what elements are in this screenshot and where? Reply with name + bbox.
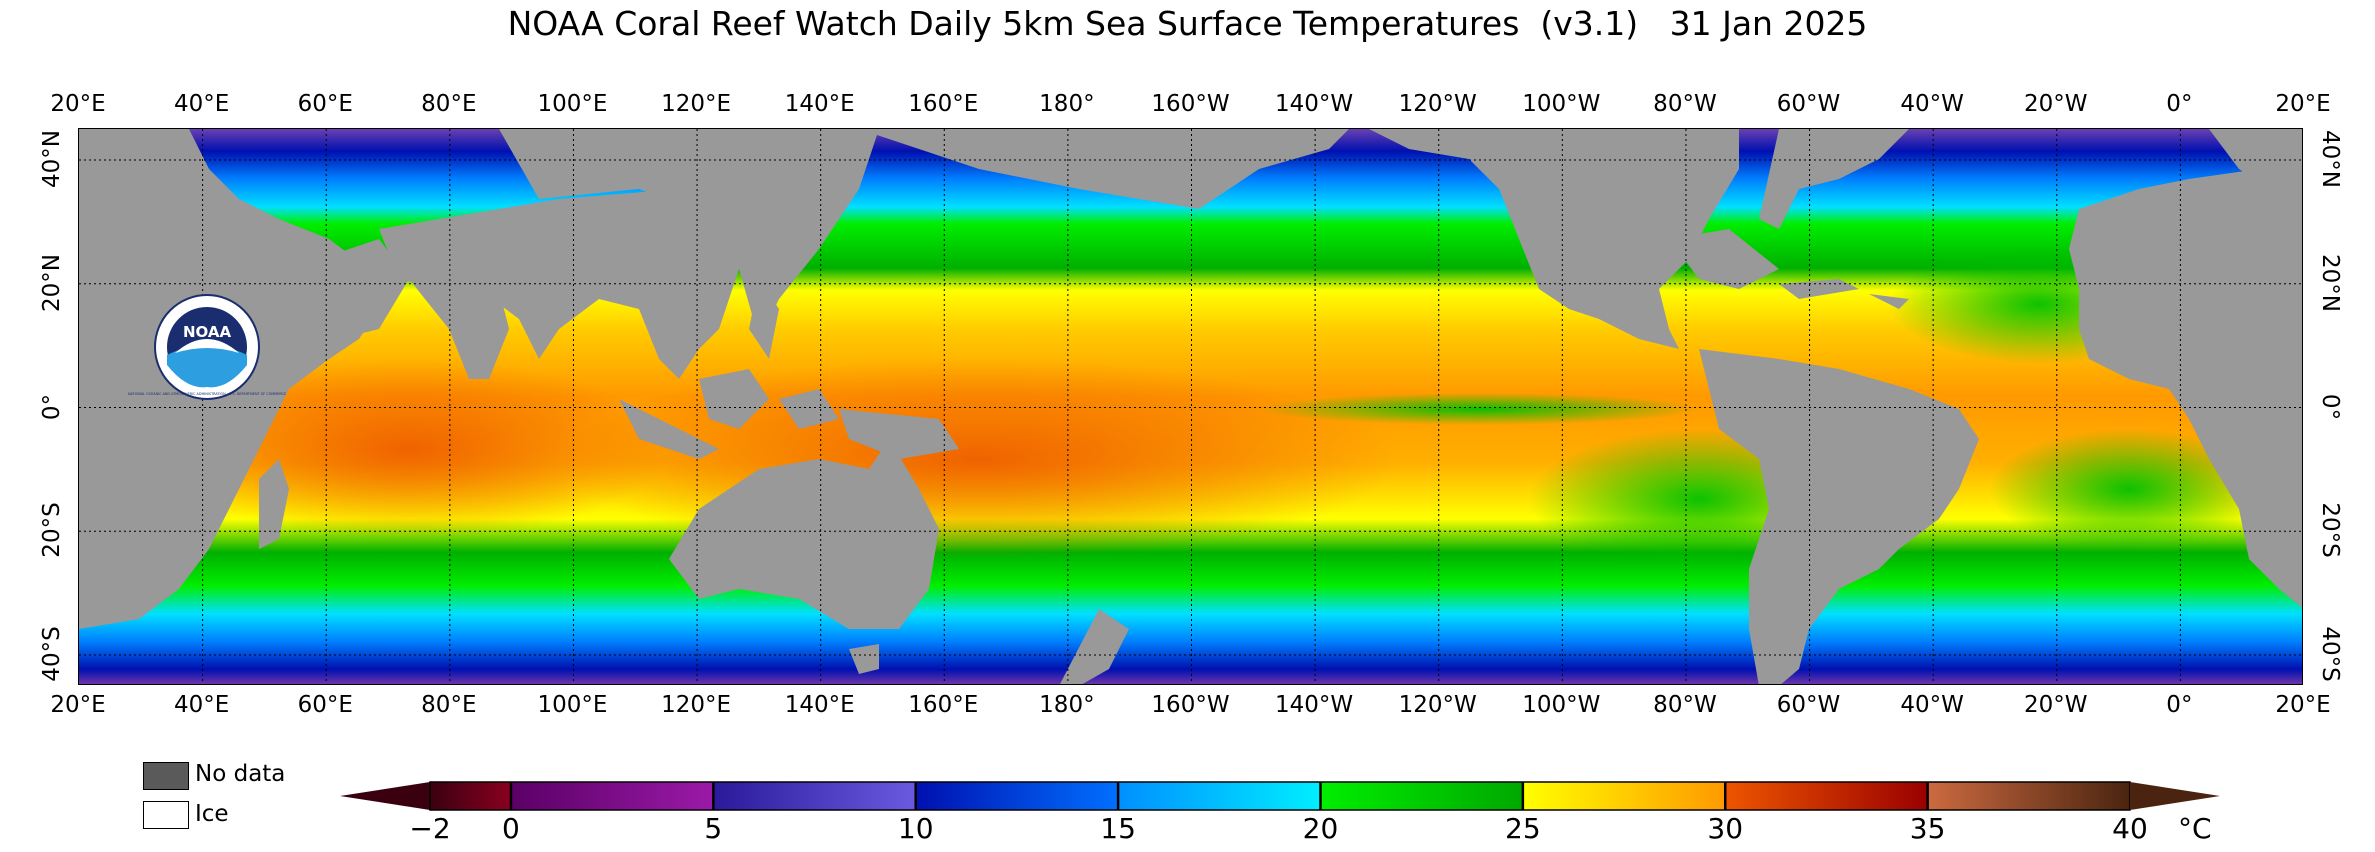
longitude-label-bottom: 120°E <box>661 692 732 718</box>
colorbar-tick-label: 0 <box>502 812 520 845</box>
longitude-label-bottom: 100°E <box>537 692 608 718</box>
longitude-label-top: 180° <box>1039 91 1095 117</box>
latitude-label-right: 40°N <box>2317 129 2343 188</box>
longitude-label-bottom: 140°E <box>784 692 855 718</box>
longitude-label-top: 100°W <box>1522 91 1601 117</box>
longitude-label-bottom: 120°W <box>1398 692 1477 718</box>
colorbar-tick-label: 10 <box>897 812 934 845</box>
colorbar-tick-label: 40 <box>2112 812 2148 845</box>
longitude-label-bottom: 160°W <box>1151 692 1230 718</box>
longitude-label-bottom: 20°E <box>50 692 106 718</box>
warm-pool <box>559 359 1399 559</box>
latitude-label-left: 40°S <box>39 626 65 682</box>
longitude-label-top: 120°E <box>661 91 732 117</box>
equatorial-cold-tongue <box>1259 393 1699 425</box>
temperature-colorbar <box>340 781 2220 811</box>
longitude-label-bottom: 180° <box>1039 692 1095 718</box>
map-title: NOAA Coral Reef Watch Daily 5km Sea Surf… <box>507 4 1868 43</box>
colorbar-min-extend <box>340 782 430 810</box>
no-data-swatch <box>143 762 189 790</box>
longitude-label-top: 40°E <box>173 91 230 117</box>
colorbar-tick-label: 30 <box>1707 812 1744 845</box>
longitude-label-top: 40°W <box>1900 91 1964 117</box>
longitude-label-top: 60°W <box>1776 91 1841 117</box>
longitude-label-top: 20°E <box>2275 91 2331 117</box>
longitude-label-bottom: 80°E <box>421 692 477 718</box>
longitude-label-bottom: 100°W <box>1522 692 1601 718</box>
colorbar-dividers <box>509 782 1929 810</box>
noaa-logo-ring-text: NATIONAL OCEANIC AND ATMOSPHERIC ADMINIS… <box>128 392 286 396</box>
southeast-atlantic-cool-area <box>1989 429 2269 549</box>
colorbar-tick-label: 20 <box>1302 812 1339 845</box>
longitude-label-bottom: 60°W <box>1776 692 1841 718</box>
longitude-label-bottom: 40°E <box>173 692 230 718</box>
longitude-label-top: 60°E <box>297 91 353 117</box>
longitude-label-bottom: 0° <box>2166 692 2193 718</box>
longitude-label-top: 80°E <box>421 91 477 117</box>
colorbar-tick-label: 5 <box>704 812 723 845</box>
land-masses <box>79 129 2302 684</box>
sst-map: NOAA NATIONAL OCEANIC AND ATMOSPHERIC AD… <box>78 128 2303 685</box>
latitude-label-right: 40°S <box>2317 626 2343 682</box>
graticule <box>79 129 2302 684</box>
longitude-label-bottom: 40°W <box>1900 692 1964 718</box>
latitude-label-left: 20°S <box>39 502 65 558</box>
latitude-label-right: 0° <box>2317 393 2343 420</box>
longitude-label-top: 0° <box>2166 91 2193 117</box>
longitude-label-top: 20°E <box>50 91 106 117</box>
longitude-label-top: 120°W <box>1398 91 1477 117</box>
colorbar-tick-label: 25 <box>1505 812 1541 845</box>
longitude-label-bottom: 20°W <box>2024 692 2088 718</box>
colorbar-unit: °C <box>2178 812 2212 845</box>
longitude-label-top: 140°W <box>1275 91 1354 117</box>
colorbar-gradient <box>429 781 2131 811</box>
ice-label: Ice <box>195 801 229 827</box>
longitude-label-bottom: 160°E <box>908 692 979 718</box>
sst-map-canvas: NOAA NATIONAL OCEANIC AND ATMOSPHERIC AD… <box>79 129 2302 684</box>
longitude-label-bottom: 60°E <box>297 692 353 718</box>
latitude-label-left: 20°N <box>39 253 65 312</box>
colorbar-tick-label: −2 <box>409 812 451 845</box>
longitude-label-top: 20°W <box>2024 91 2088 117</box>
longitude-label-top: 160°W <box>1151 91 1230 117</box>
longitude-label-top: 140°E <box>784 91 855 117</box>
colorbar-max-extend <box>2130 782 2220 810</box>
ice-swatch <box>143 801 189 829</box>
longitude-label-bottom: 80°W <box>1653 692 1717 718</box>
no-data-label: No data <box>195 761 286 787</box>
noaa-logo: NOAA NATIONAL OCEANIC AND ATMOSPHERIC AD… <box>128 294 286 400</box>
latitude-label-right: 20°N <box>2317 253 2343 312</box>
latitude-label-right: 20°S <box>2317 502 2343 558</box>
colorbar-tick-label: 15 <box>1100 812 1136 845</box>
longitude-label-top: 80°W <box>1653 91 1717 117</box>
latitude-label-left: 0° <box>39 393 65 420</box>
longitude-label-top: 160°E <box>908 91 979 117</box>
noaa-logo-text: NOAA <box>183 323 232 341</box>
latitude-label-left: 40°N <box>39 129 65 188</box>
longitude-label-top: 100°E <box>537 91 608 117</box>
colorbar-tick-label: 35 <box>1909 812 1946 845</box>
longitude-label-bottom: 20°E <box>2275 692 2331 718</box>
longitude-label-bottom: 140°W <box>1275 692 1354 718</box>
